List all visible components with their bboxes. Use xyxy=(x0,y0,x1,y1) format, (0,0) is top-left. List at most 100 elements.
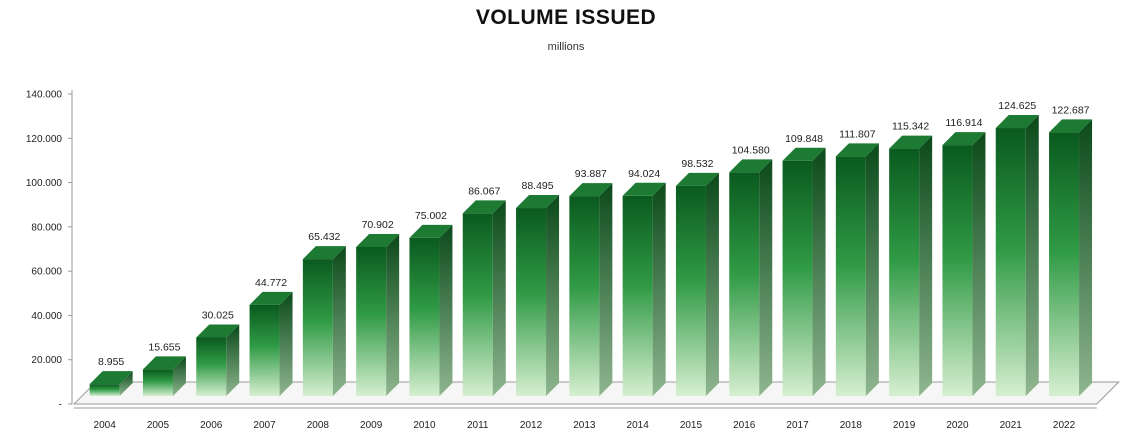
bar xyxy=(89,371,133,396)
bars-layer xyxy=(89,115,1093,396)
bar-side xyxy=(599,183,613,396)
bar-top xyxy=(782,147,826,161)
x-tick-label: 2016 xyxy=(733,420,756,431)
chart-title: VOLUME ISSUED xyxy=(475,6,657,29)
labels-layer: 8.955 2004 15.655 2005 30.025 2006 44.772 2007 6… xyxy=(94,100,1090,431)
bar-top xyxy=(729,159,773,173)
bar-side xyxy=(919,135,933,396)
data-label: 122.687 xyxy=(1052,104,1090,116)
chart-subtitle: millions xyxy=(547,41,585,53)
bar xyxy=(835,143,879,396)
bar-side xyxy=(546,195,560,396)
x-tick-label: 2005 xyxy=(147,420,170,431)
bar-top xyxy=(675,172,719,186)
bar-front xyxy=(675,185,706,396)
bar-side xyxy=(332,246,346,396)
x-tick-label: 2010 xyxy=(413,420,436,431)
data-label: 93.887 xyxy=(575,168,607,180)
data-label: 86.067 xyxy=(468,185,500,197)
data-label: 98.532 xyxy=(681,158,713,170)
bar-side xyxy=(865,143,879,396)
x-tick-label: 2022 xyxy=(1053,420,1076,431)
bar xyxy=(675,172,719,396)
data-label: 70.902 xyxy=(362,219,394,231)
bar-side xyxy=(812,147,826,396)
bar xyxy=(356,234,400,396)
x-tick-label: 2020 xyxy=(946,420,969,431)
data-label: 111.807 xyxy=(839,128,876,140)
bar-front xyxy=(516,208,547,396)
x-tick-label: 2012 xyxy=(520,420,543,431)
bar-front xyxy=(942,145,973,396)
bar-side xyxy=(226,324,240,396)
y-tick-label: 120.000 xyxy=(26,134,63,145)
bar-front xyxy=(249,304,280,396)
bar-top xyxy=(889,135,933,149)
x-tick-label: 2007 xyxy=(253,420,276,431)
axis-layer: - 20.000 40.000 60.000 80.000 100.000 120.000 1… xyxy=(26,90,73,411)
bar-side xyxy=(972,132,986,396)
bar-front xyxy=(889,148,920,396)
bar-front xyxy=(142,369,173,396)
x-tick-label: 2004 xyxy=(94,420,117,431)
data-label: 109.848 xyxy=(785,133,823,145)
bar-top xyxy=(622,182,666,196)
bar-side xyxy=(492,200,506,396)
bar-top xyxy=(302,246,346,260)
y-tick-label: 20.000 xyxy=(31,355,62,366)
bar-side xyxy=(652,182,666,396)
x-tick-label: 2014 xyxy=(627,420,650,431)
x-tick-label: 2008 xyxy=(307,420,330,431)
bar-front xyxy=(782,160,813,396)
bar-front xyxy=(569,196,600,396)
bar xyxy=(782,147,826,396)
bar xyxy=(889,135,933,396)
bar xyxy=(249,291,293,396)
bar-side xyxy=(119,371,133,396)
x-tick-label: 2009 xyxy=(360,420,383,431)
bar-side xyxy=(759,159,773,396)
bar-side xyxy=(279,291,293,396)
bar xyxy=(729,159,773,396)
x-tick-label: 2019 xyxy=(893,420,916,431)
x-tick-label: 2018 xyxy=(840,420,863,431)
data-label: 124.625 xyxy=(998,100,1036,112)
bar-top xyxy=(89,371,133,385)
data-label: 44.772 xyxy=(255,277,287,289)
data-label: 65.432 xyxy=(308,231,340,243)
data-label: 94.024 xyxy=(628,168,660,180)
bar xyxy=(622,182,666,396)
bar-side xyxy=(705,172,719,396)
bar-front xyxy=(356,247,387,396)
bar xyxy=(302,246,346,396)
bar xyxy=(196,324,240,396)
bar xyxy=(995,115,1039,396)
bar-top xyxy=(462,200,506,214)
data-label: 88.495 xyxy=(521,180,553,192)
bar-side xyxy=(1079,119,1093,396)
x-tick-label: 2017 xyxy=(786,420,809,431)
y-tick-label: 60.000 xyxy=(31,267,62,278)
bar xyxy=(142,356,186,396)
y-tick-label: 100.000 xyxy=(26,178,63,189)
bar-top xyxy=(995,115,1039,129)
bar-top xyxy=(1049,119,1093,133)
bar-front xyxy=(462,213,493,396)
bar-front xyxy=(196,337,227,396)
bar-front xyxy=(835,156,866,396)
bar-top xyxy=(516,195,560,209)
bar-top xyxy=(356,234,400,248)
data-label: 104.580 xyxy=(732,144,770,156)
data-label: 8.955 xyxy=(98,356,124,368)
bar xyxy=(1049,119,1093,396)
bar-front xyxy=(89,384,120,396)
bar xyxy=(409,224,453,396)
bar-front xyxy=(729,172,760,396)
bar-top xyxy=(835,143,879,157)
bar-front xyxy=(622,195,653,396)
bar-top xyxy=(249,291,293,305)
y-tick-label: 80.000 xyxy=(31,222,62,233)
data-label: 30.025 xyxy=(202,310,234,322)
x-tick-label: 2015 xyxy=(680,420,703,431)
